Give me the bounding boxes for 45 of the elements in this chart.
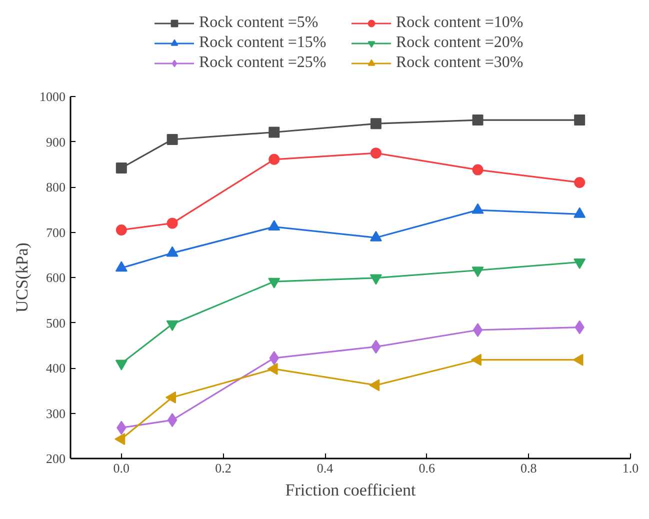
legend-label: Rock content =10% [396, 14, 524, 32]
y-tick-label: 200 [46, 451, 66, 466]
point [369, 379, 380, 392]
x-tick-label: 0.8 [520, 460, 537, 476]
point [370, 118, 382, 130]
point [268, 126, 280, 138]
point [472, 164, 484, 176]
legend-label: Rock content =25% [199, 54, 328, 72]
point [166, 218, 178, 229]
x-tick-label: 1.0 [622, 460, 639, 476]
point [574, 258, 586, 269]
point [370, 274, 382, 285]
y-tick-label: 1000 [40, 89, 66, 104]
x-tick-label: 0.2 [215, 460, 232, 476]
point [116, 162, 127, 174]
point [267, 362, 278, 375]
legend-label: Rock content =30% [396, 54, 524, 72]
legend-label: Rock content =15% [199, 34, 328, 52]
x-tick-label: 0.0 [113, 460, 130, 476]
x-axis-title: Friction coefficient [285, 480, 416, 500]
x-tick-label: 0.4 [316, 460, 334, 476]
point [268, 154, 280, 165]
x-tick-label: 0.6 [418, 460, 436, 476]
y-tick-label: 800 [46, 180, 66, 194]
point [370, 148, 382, 159]
legend-label: Rock content =20% [396, 34, 524, 52]
y-tick-label: 600 [46, 270, 66, 285]
point [574, 176, 586, 188]
y-tick-label: 300 [46, 406, 66, 421]
y-tick-label: 500 [46, 315, 66, 330]
point [472, 322, 483, 337]
point [472, 114, 484, 126]
point [167, 413, 178, 428]
point [268, 278, 280, 288]
y-tick-label: 700 [46, 224, 66, 240]
point [115, 360, 128, 370]
point [166, 134, 178, 145]
point [114, 433, 126, 446]
y-axis-title: UCS(kPa) [12, 242, 32, 312]
legend-label: Rock content =5% [199, 14, 320, 32]
point [574, 114, 586, 126]
point [166, 320, 178, 331]
point [116, 224, 127, 236]
y-tick-label: 400 [46, 360, 66, 376]
y-tick-label: 900 [46, 134, 66, 150]
